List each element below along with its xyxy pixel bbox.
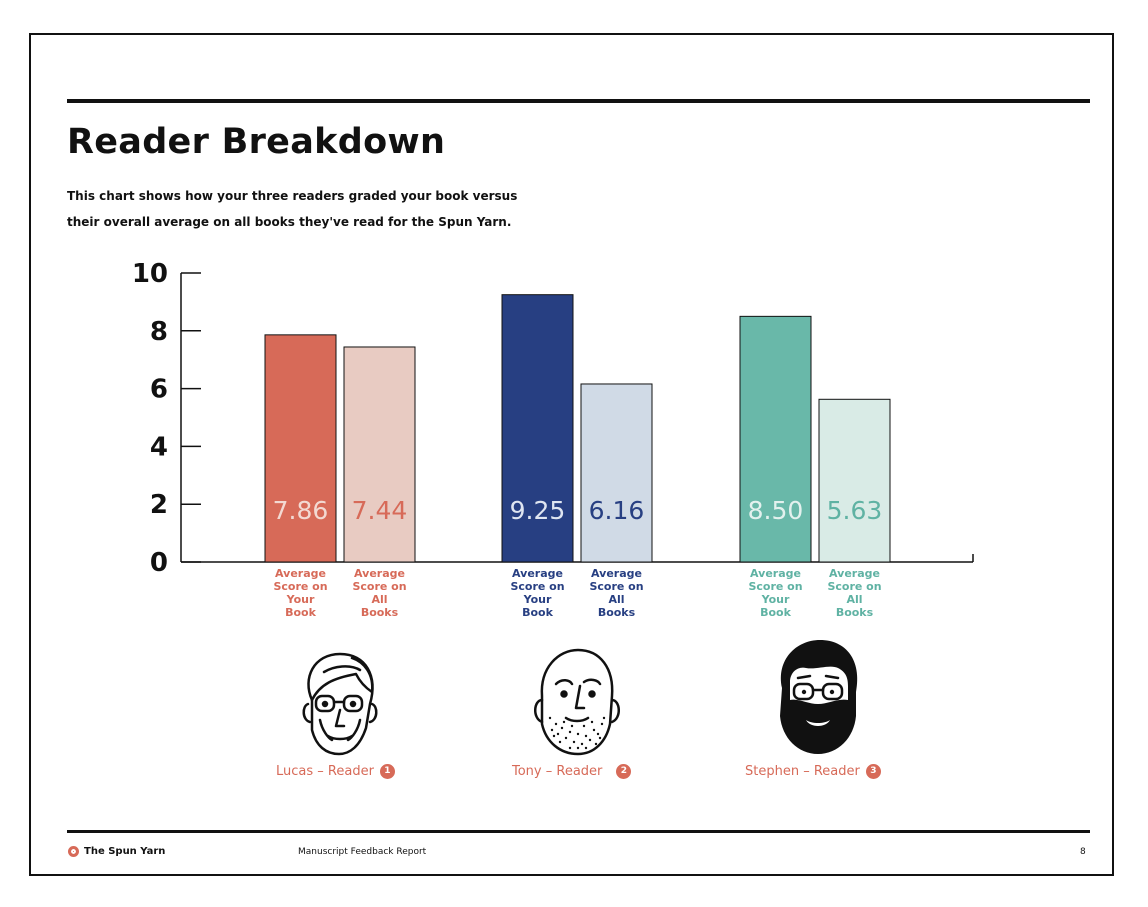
bar-value-label: 6.16 (589, 496, 645, 525)
reader-score-chart: 0 2 4 6 8 10 7.86 Average Score on Your Book 7.44 Av… (132, 259, 974, 619)
x-category-label: Average Score on All Books (827, 567, 881, 619)
y-tick-label: 2 (150, 490, 168, 520)
y-tick-label: 4 (150, 432, 168, 462)
footer-brand-name: The Spun Yarn (84, 846, 166, 857)
bar (501, 294, 574, 563)
bar-value-label: 9.25 (510, 496, 566, 525)
y-tick-label: 10 (132, 259, 168, 289)
bar-value-label: 7.44 (352, 496, 408, 525)
reader-label-lucas: Lucas – Reader 1 (276, 764, 395, 779)
bar (343, 346, 416, 563)
bar (264, 334, 337, 563)
reader-name-text: Lucas – Reader (276, 764, 374, 779)
y-tick-label: 6 (150, 375, 168, 405)
x-category-label: Average Score on All Books (589, 567, 643, 619)
footer-page-number: 8 (1080, 847, 1086, 857)
bar (580, 383, 653, 563)
page-title: Reader Breakdown (67, 122, 446, 162)
y-tick-label: 8 (150, 317, 168, 347)
x-category-label: Average Score on Your Book (510, 567, 564, 619)
bar-value-label: 5.63 (827, 496, 883, 525)
y-tick-label: 0 (150, 548, 168, 578)
bald-man-stubble-icon (534, 648, 620, 756)
x-category-label: Average Score on Your Book (273, 567, 327, 619)
reader-label-stephen: Stephen – Reader 3 (745, 764, 881, 779)
reader-number-badge: 3 (865, 764, 881, 779)
bar (739, 315, 812, 563)
reader-label-tony: Tony – Reader 2 (512, 764, 632, 779)
bar-value-label: 8.50 (748, 496, 804, 525)
footer-brand: The Spun Yarn (68, 846, 165, 857)
reader-name-text: Stephen – Reader (745, 764, 860, 779)
bar-value-label: 7.86 (273, 496, 329, 525)
footer-rule (67, 830, 1090, 833)
bearded-man-glasses-icon (780, 640, 858, 754)
x-category-label: Average Score on Your Book (748, 567, 802, 619)
reader-number-badge: 1 (379, 764, 395, 779)
spun-yarn-logo-icon (68, 846, 79, 857)
x-category-label: Average Score on All Books (352, 567, 406, 619)
page-frame (29, 33, 1114, 876)
header-rule (67, 99, 1090, 103)
bar (818, 398, 891, 563)
older-man-glasses-icon (302, 652, 378, 756)
reader-number-badge: 2 (616, 764, 632, 779)
reader-name-text: Tony – Reader (512, 764, 603, 779)
page-subtitle: This chart shows how your three readers … (67, 189, 518, 229)
footer-report-title: Manuscript Feedback Report (298, 847, 427, 857)
